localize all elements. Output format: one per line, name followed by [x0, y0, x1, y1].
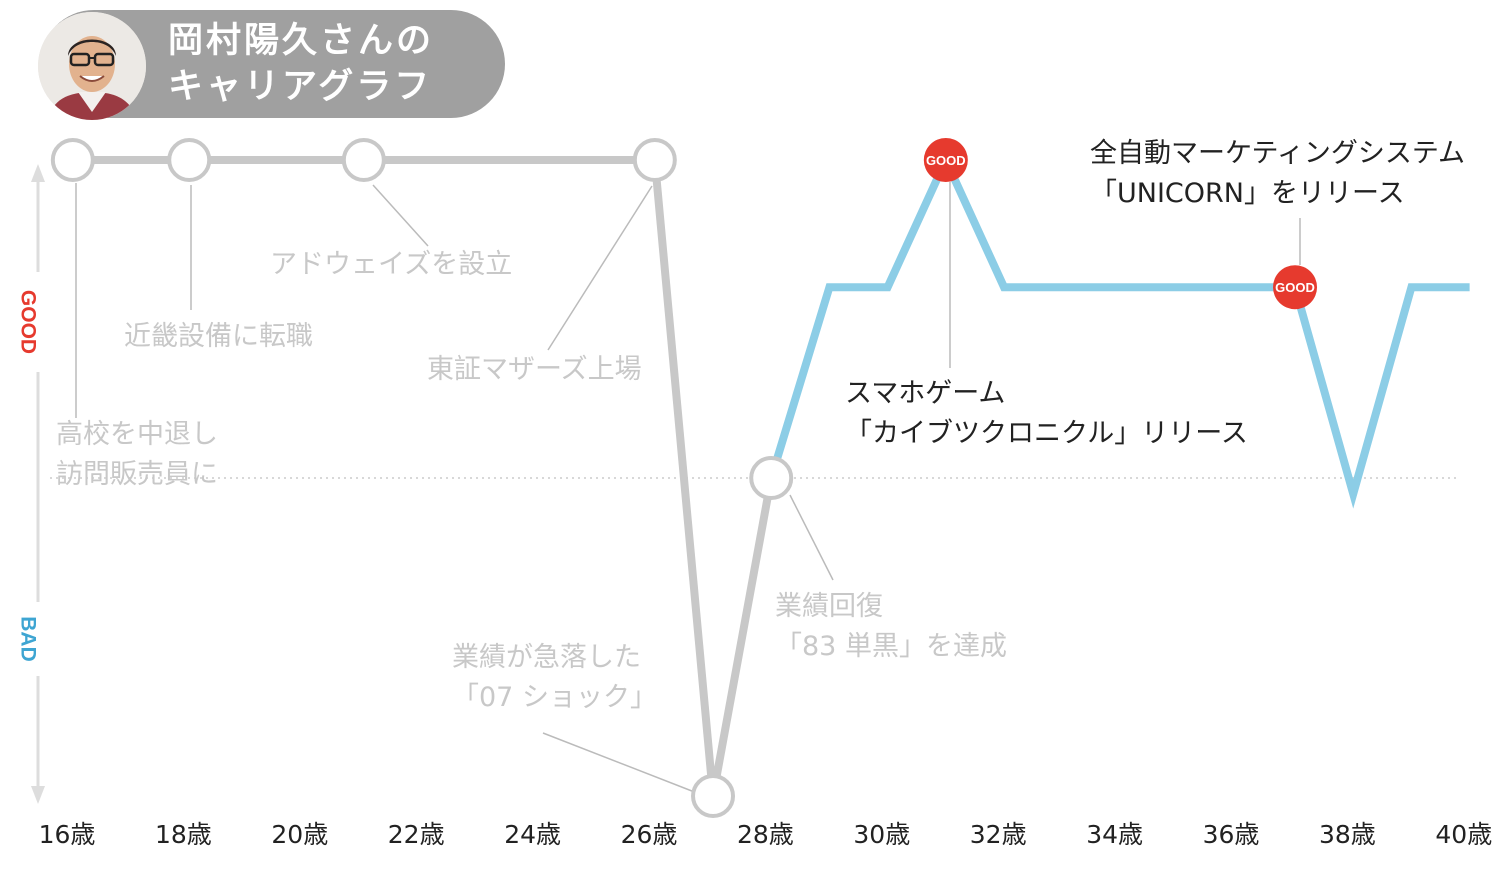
milestone-marker [691, 774, 736, 818]
y-axis-arrow-up-icon [31, 164, 45, 182]
x-tick-label: 32歳 [970, 820, 1027, 849]
x-axis-ticks: 16歳 18歳 20歳 22歳 24歳 26歳 28歳 30歳 32歳 34歳 36歳 38歳 40歳 [39, 820, 1493, 849]
x-tick-label: 26歳 [621, 820, 678, 849]
annotation-1: 高校を中退し訪問販売員に [56, 419, 218, 490]
annotation-2: 近畿設備に転職 [124, 321, 313, 352]
page-title-line2: キャリアグラフ [168, 67, 433, 107]
annotation-line: アドウェイズを設立 [270, 249, 512, 280]
annotation-8: 全自動マーケティングシステム「UNICORN」をリリース [1090, 138, 1465, 209]
person-photo-icon [38, 12, 146, 120]
milestone-marker [632, 138, 677, 182]
annotation-3: アドウェイズを設立 [270, 249, 512, 280]
good-marker-label: GOOD [926, 153, 966, 168]
annotation-5: 業績が急落した「07 ショック」 [452, 642, 657, 713]
x-tick-label: 22歳 [388, 820, 445, 849]
annotation-line: 「07 ショック」 [452, 682, 657, 713]
annotation-leaders [75, 182, 1301, 794]
good-marker-label: GOOD [1275, 280, 1315, 295]
y-axis-good-label: GOOD [16, 290, 39, 354]
y-axis: GOOD BAD [16, 164, 45, 804]
y-axis-arrow-down-icon [31, 786, 45, 804]
x-tick-label: 24歳 [504, 820, 561, 849]
annotation-line: 東証マザーズ上場 [427, 354, 642, 385]
annotation-line: 全自動マーケティングシステム [1090, 138, 1465, 169]
annotation-layer: 高校を中退し訪問販売員に 近畿設備に転職 アドウェイズを設立東証マザーズ上場業績が急… [56, 138, 1465, 713]
page-title: 岡村陽久さんの キャリアグラフ [168, 18, 498, 110]
page-title-line1: 岡村陽久さんの [168, 21, 435, 61]
annotation-line: 「カイブツクロニクル」リリース [845, 418, 1248, 449]
annotation-line: 業績回復 [775, 591, 883, 622]
x-tick-label: 38歳 [1319, 820, 1376, 849]
marker-layer: GOOD GOOD [50, 138, 1318, 818]
annotation-7: スマホゲーム「カイブツクロニクル」リリース [845, 378, 1248, 449]
leader-line [542, 732, 698, 794]
annotation-line: スマホゲーム [845, 378, 1005, 409]
x-tick-label: 30歳 [853, 820, 910, 849]
milestone-marker [167, 138, 212, 182]
x-tick-label: 34歳 [1086, 820, 1143, 849]
annotation-4: 東証マザーズ上場 [427, 354, 642, 385]
series-line-2 [767, 150, 1470, 509]
x-tick-label: 16歳 [39, 820, 96, 849]
profile-avatar [38, 12, 146, 120]
annotation-6: 業績回復「83 単黒」を達成 [775, 591, 1007, 662]
annotation-line: 近畿設備に転職 [124, 321, 313, 352]
milestone-marker [50, 138, 95, 182]
x-tick-label: 18歳 [155, 820, 212, 849]
leader-line [789, 494, 834, 581]
annotation-line: 業績が急落した [452, 642, 641, 673]
leader-line [547, 185, 653, 351]
x-tick-label: 40歳 [1435, 820, 1492, 849]
good-marker [1273, 265, 1318, 310]
milestone-marker [749, 456, 794, 500]
leader-line [372, 184, 429, 247]
annotation-line: 高校を中退し [56, 419, 218, 450]
annotation-line: 訪問販売員に [56, 459, 218, 490]
annotation-line: 「83 単黒」を達成 [775, 631, 1007, 662]
milestone-marker [341, 138, 386, 182]
x-tick-label: 36歳 [1203, 820, 1260, 849]
x-tick-label: 28歳 [737, 820, 794, 849]
good-marker [923, 138, 968, 182]
annotation-line: 「UNICORN」をリリース [1090, 178, 1405, 209]
y-axis-bad-label: BAD [16, 616, 39, 662]
x-tick-label: 20歳 [271, 820, 328, 849]
